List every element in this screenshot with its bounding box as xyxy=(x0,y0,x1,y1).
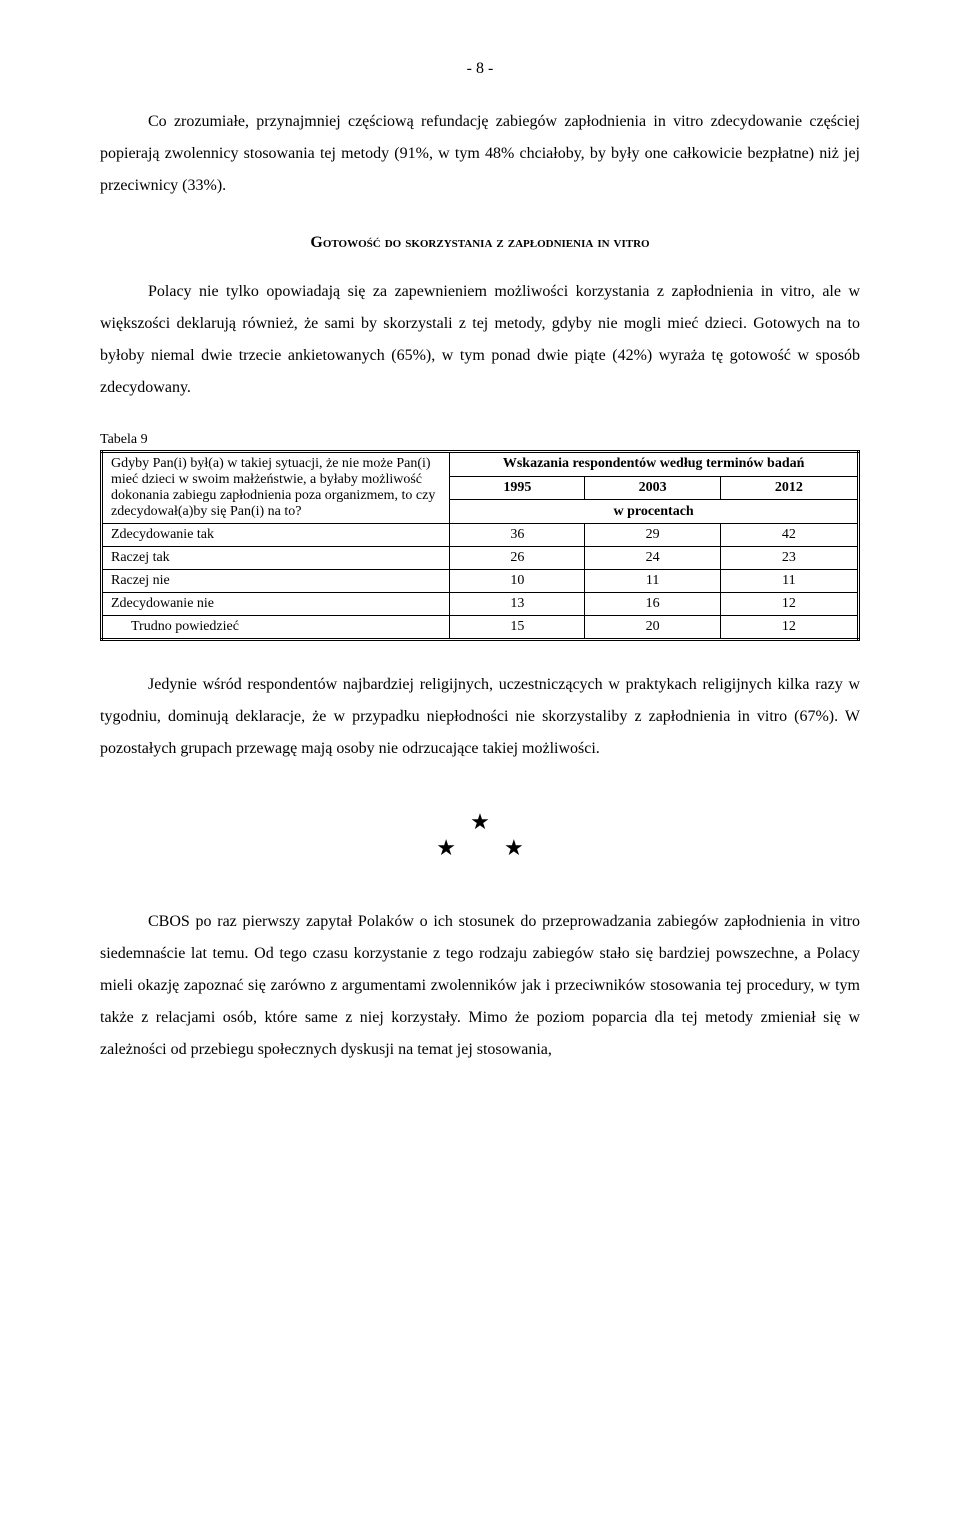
table-row: Trudno powiedzieć 15 20 12 xyxy=(102,616,859,640)
table-row-label: Zdecydowanie nie xyxy=(102,593,450,616)
table-year-0: 1995 xyxy=(450,476,585,500)
table-9-container: Tabela 9 Gdyby Pan(i) był(a) w takiej sy… xyxy=(100,432,860,641)
table-label: Tabela 9 xyxy=(100,432,860,448)
table-cell: 36 xyxy=(450,524,585,547)
table-cell: 20 xyxy=(585,616,720,640)
section-heading: Gotowość do skorzystania z zapłodnienia … xyxy=(100,234,860,252)
table-cell: 13 xyxy=(450,593,585,616)
section-divider-stars: ★ ★★ xyxy=(100,809,860,862)
paragraph-4: CBOS po raz pierwszy zapytał Polaków o i… xyxy=(100,906,860,1066)
table-cell: 42 xyxy=(720,524,858,547)
table-9: Gdyby Pan(i) był(a) w takiej sytuacji, ż… xyxy=(100,450,860,641)
table-cell: 26 xyxy=(450,547,585,570)
table-row: Raczej tak 26 24 23 xyxy=(102,547,859,570)
document-page: - 8 - Co zrozumiałe, przynajmniej części… xyxy=(0,0,960,1126)
table-header-top: Wskazania respondentów według terminów b… xyxy=(450,452,859,477)
paragraph-1: Co zrozumiałe, przynajmniej częściową re… xyxy=(100,106,860,202)
table-row-label: Trudno powiedzieć xyxy=(102,616,450,640)
table-row: Raczej nie 10 11 11 xyxy=(102,570,859,593)
table-cell: 12 xyxy=(720,593,858,616)
table-cell: 10 xyxy=(450,570,585,593)
table-cell: 29 xyxy=(585,524,720,547)
star-icon: ★ xyxy=(100,809,860,835)
table-cell: 23 xyxy=(720,547,858,570)
table-row: Zdecydowanie tak 36 29 42 xyxy=(102,524,859,547)
table-cell: 11 xyxy=(720,570,858,593)
paragraph-3: Jedynie wśród respondentów najbardziej r… xyxy=(100,669,860,765)
table-cell: 15 xyxy=(450,616,585,640)
table-row: Zdecydowanie nie 13 16 12 xyxy=(102,593,859,616)
table-year-1: 2003 xyxy=(585,476,720,500)
table-year-2: 2012 xyxy=(720,476,858,500)
table-cell: 24 xyxy=(585,547,720,570)
table-cell: 16 xyxy=(585,593,720,616)
table-row-label: Raczej tak xyxy=(102,547,450,570)
table-header-row-1: Gdyby Pan(i) był(a) w takiej sytuacji, ż… xyxy=(102,452,859,477)
paragraph-2: Polacy nie tylko opowiadają się za zapew… xyxy=(100,276,860,404)
page-number: - 8 - xyxy=(100,60,860,78)
table-cell: 12 xyxy=(720,616,858,640)
star-icon: ★★ xyxy=(100,835,860,861)
table-row-label: Raczej nie xyxy=(102,570,450,593)
table-row-label: Zdecydowanie tak xyxy=(102,524,450,547)
table-question-cell: Gdyby Pan(i) był(a) w takiej sytuacji, ż… xyxy=(102,452,450,524)
table-cell: 11 xyxy=(585,570,720,593)
table-subheader: w procentach xyxy=(450,500,859,524)
